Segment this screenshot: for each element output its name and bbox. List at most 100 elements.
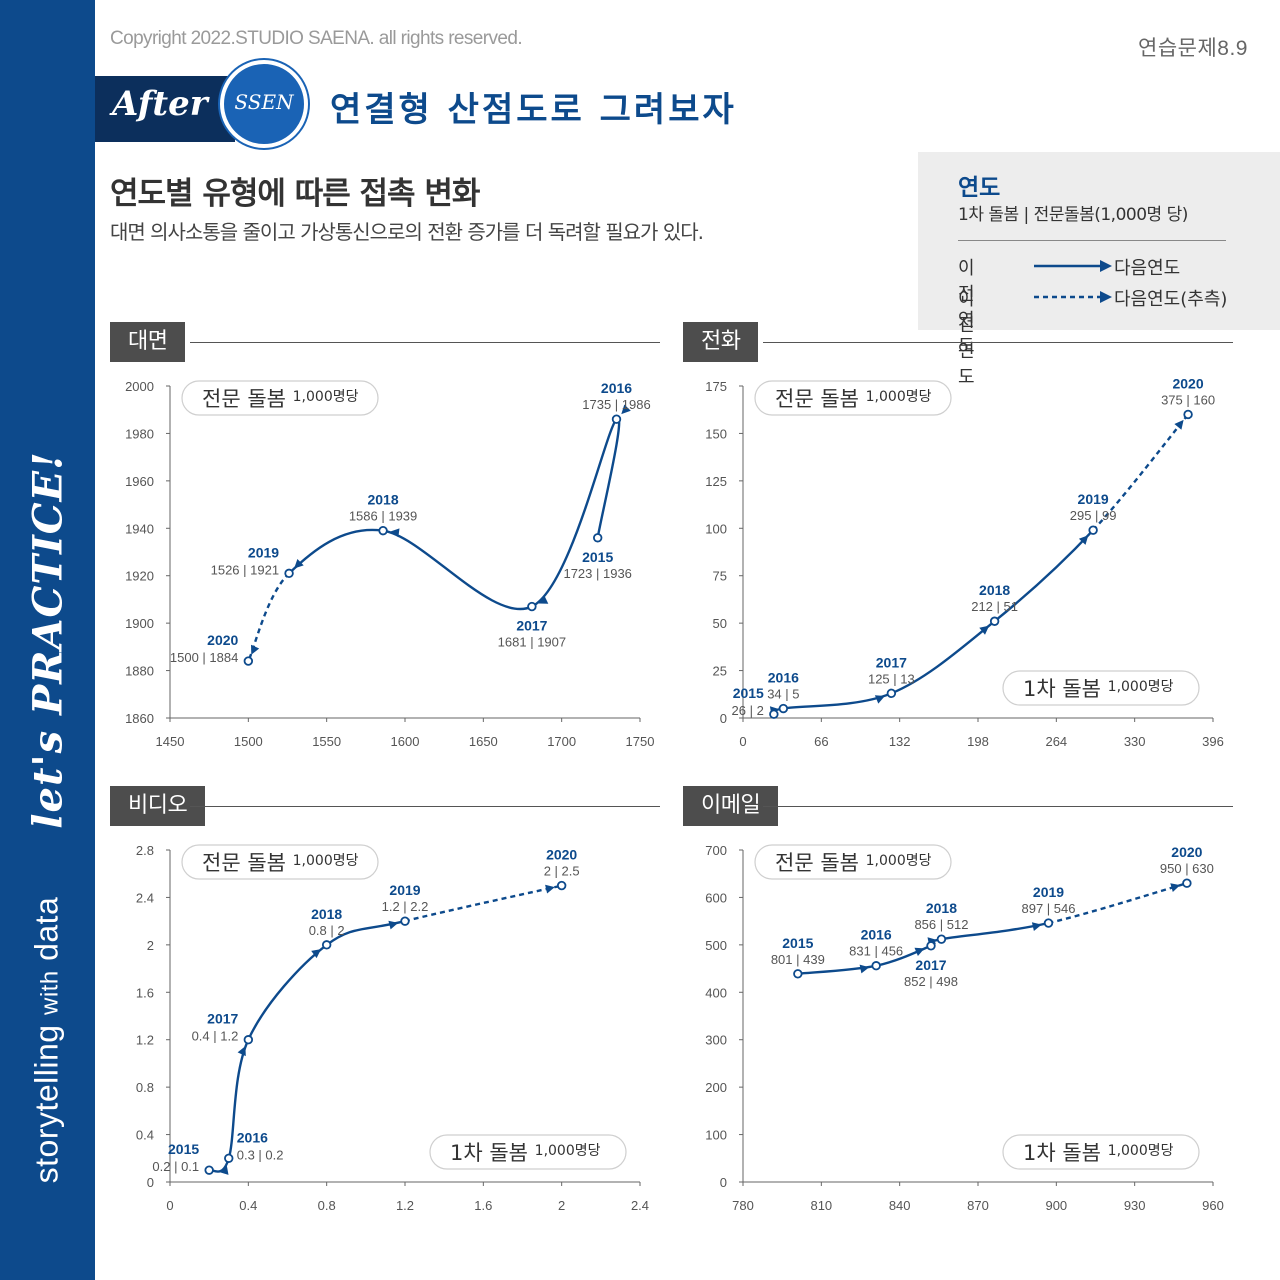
x-axis-title-pill bbox=[1002, 1134, 1200, 1170]
point-value-label: 2 | 2.5 bbox=[544, 864, 580, 879]
point-year-label: 2017 bbox=[516, 618, 547, 634]
ssen-badge bbox=[220, 60, 308, 148]
y-axis-title-pill bbox=[181, 844, 379, 880]
x-tick-label: 0 bbox=[739, 734, 746, 749]
legend-dashed-to: 다음연도(추측) bbox=[1114, 289, 1228, 310]
x-tick-label: 1450 bbox=[156, 734, 185, 749]
y-axis-title-label: 전문 돌봄 1,000명당 bbox=[775, 851, 932, 875]
x-tick-label: 330 bbox=[1124, 734, 1146, 749]
data-point bbox=[1088, 525, 1098, 535]
legend-divider bbox=[958, 240, 1226, 241]
storytelling-with-data-brand: storytelling with data bbox=[29, 897, 66, 1184]
trend-segment bbox=[288, 528, 384, 575]
x-axis-title-label: 1차 돌봄 1,000명당 bbox=[450, 1141, 601, 1165]
point-year-label: 2017 bbox=[207, 1011, 238, 1027]
panel-rule bbox=[190, 806, 660, 807]
y-tick-label: 1880 bbox=[125, 664, 154, 679]
brand-data: data bbox=[28, 896, 65, 961]
y-tick-label: 1940 bbox=[125, 521, 154, 536]
x-tick-label: 396 bbox=[1202, 734, 1224, 749]
data-point bbox=[611, 414, 622, 424]
panel-title: 이메일 bbox=[683, 786, 779, 826]
trend-arrowhead bbox=[1170, 883, 1181, 892]
data-point bbox=[224, 1153, 234, 1163]
point-value-label: 1723 | 1936 bbox=[563, 566, 631, 581]
point-value-label: 34 | 5 bbox=[767, 687, 799, 702]
point-value-label: 0.4 | 1.2 bbox=[192, 1029, 239, 1044]
y-tick-label: 500 bbox=[705, 938, 727, 953]
point-value-label: 856 | 512 bbox=[914, 917, 968, 932]
trend-segment-projected bbox=[404, 884, 562, 923]
trend-segment bbox=[531, 418, 618, 608]
data-point bbox=[243, 1035, 254, 1045]
y-tick-label: 150 bbox=[705, 426, 727, 441]
y-tick-label: 175 bbox=[705, 379, 727, 394]
brand-main: storytelling bbox=[28, 1024, 65, 1184]
point-value-label: 1526 | 1921 bbox=[211, 562, 279, 577]
page-title: 연도별 유형에 따른 접촉 변화 bbox=[110, 176, 480, 212]
trend-arrowhead bbox=[545, 884, 555, 894]
data-point bbox=[769, 709, 779, 719]
y-tick-label: 600 bbox=[705, 890, 727, 905]
y-tick-label: 50 bbox=[713, 616, 727, 631]
trend-arrowhead bbox=[874, 695, 885, 704]
data-point bbox=[936, 934, 947, 944]
x-axis-title-pill bbox=[1002, 670, 1200, 706]
point-year-label: 2020 bbox=[207, 632, 238, 648]
legend-dashed-from: 이전연도 bbox=[958, 289, 975, 388]
data-point bbox=[593, 533, 603, 543]
data-point bbox=[284, 568, 294, 579]
x-tick-label: 870 bbox=[967, 1198, 989, 1213]
y-tick-label: 25 bbox=[713, 664, 727, 679]
data-point bbox=[556, 880, 567, 891]
x-tick-label: 780 bbox=[732, 1198, 754, 1213]
x-tick-label: 1550 bbox=[312, 734, 341, 749]
x-tick-label: 1700 bbox=[547, 734, 576, 749]
y-tick-label: 2 bbox=[147, 938, 154, 953]
trend-segment bbox=[247, 943, 328, 1041]
panel-face-to-face: 대면 1860 1880 1900 1920 1940 1960 1980 2000 1450 1… bbox=[110, 322, 660, 767]
y-axis-title-label: 전문 돌봄 1,000명당 bbox=[202, 387, 359, 411]
point-year-label: 2018 bbox=[979, 582, 1010, 598]
data-point bbox=[1182, 878, 1192, 888]
point-year-label: 2020 bbox=[1171, 844, 1202, 860]
point-year-label: 2019 bbox=[1078, 491, 1109, 507]
trend-arrowhead bbox=[859, 964, 870, 974]
x-tick-label: 0.4 bbox=[239, 1198, 257, 1213]
point-year-label: 2019 bbox=[1033, 884, 1064, 900]
x-tick-label: 132 bbox=[889, 734, 911, 749]
panel-title: 대면 bbox=[110, 322, 186, 362]
sidebar: let's PRACTICE! storytelling with data bbox=[0, 0, 95, 1280]
point-value-label: 1586 | 1939 bbox=[349, 509, 417, 524]
x-tick-label: 2.4 bbox=[631, 1198, 649, 1213]
trend-arrowhead bbox=[1031, 922, 1042, 931]
panel-title: 비디오 bbox=[110, 786, 206, 826]
chart-phone: 0 25 50 75 100 125 150 175 0 66 132 198 264 330 396 전문 … bbox=[705, 375, 1224, 749]
panel-email: 이메일 0 100 200 300 400 500 600 700 780 810 840 870 90… bbox=[683, 786, 1233, 1231]
data-point bbox=[378, 525, 388, 536]
y-tick-label: 2.8 bbox=[136, 843, 154, 858]
headline: 연결형 산점도로 그려보자 bbox=[330, 90, 737, 130]
trend-arrowhead bbox=[1078, 535, 1089, 545]
x-tick-label: 0 bbox=[166, 1198, 173, 1213]
y-tick-label: 0.4 bbox=[136, 1128, 154, 1143]
point-value-label: 801 | 439 bbox=[771, 952, 825, 967]
data-point bbox=[1043, 918, 1054, 928]
point-year-label: 2015 bbox=[582, 549, 613, 565]
legend-box bbox=[918, 152, 1280, 330]
point-value-label: 0.3 | 0.2 bbox=[237, 1147, 284, 1162]
point-year-label: 2018 bbox=[311, 906, 342, 922]
data-point bbox=[778, 703, 789, 714]
x-tick-label: 840 bbox=[889, 1198, 911, 1213]
panel-phone: 전화 0 25 50 75 100 125 150 175 0 66 132 198 264 330 396… bbox=[683, 322, 1233, 767]
y-axis-title-pill bbox=[754, 844, 952, 880]
point-value-label: 1.2 | 2.2 bbox=[382, 899, 429, 914]
y-tick-label: 1900 bbox=[125, 616, 154, 631]
x-tick-label: 66 bbox=[814, 734, 828, 749]
y-tick-label: 2000 bbox=[125, 379, 154, 394]
y-tick-label: 0 bbox=[720, 711, 727, 726]
y-tick-label: 1.2 bbox=[136, 1033, 154, 1048]
x-tick-label: 810 bbox=[810, 1198, 832, 1213]
point-year-label: 2020 bbox=[1172, 375, 1203, 391]
y-tick-label: 300 bbox=[705, 1033, 727, 1048]
